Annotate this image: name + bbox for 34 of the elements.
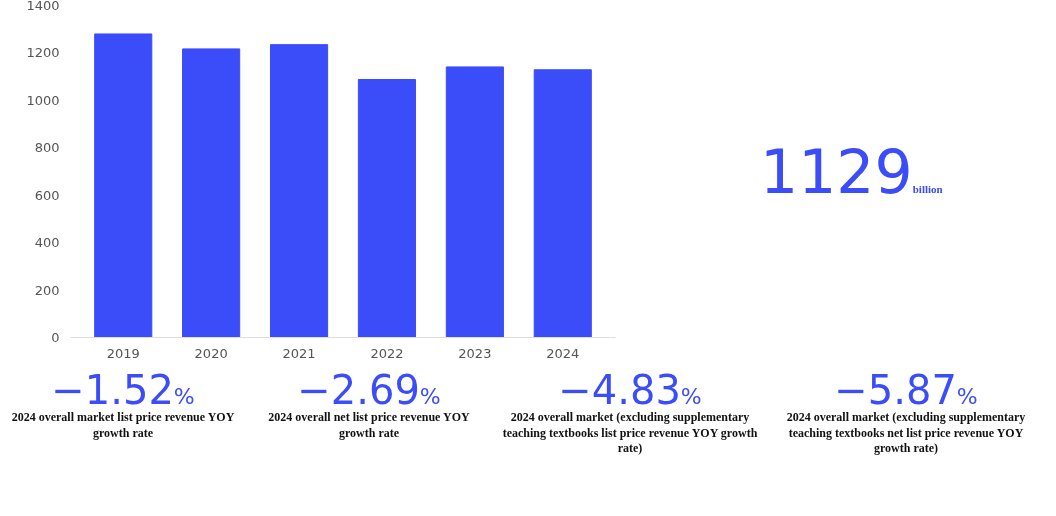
text: −2.69 xyxy=(297,367,420,413)
text: −4.83 xyxy=(558,367,681,413)
text: 2024 overall net list price revenue YOY growth rate xyxy=(267,410,471,442)
x-tick-label: 2020 xyxy=(194,345,228,361)
text: −5.87 xyxy=(834,367,957,413)
x-tick-label: 2019 xyxy=(106,345,140,361)
bar xyxy=(269,44,329,338)
bar xyxy=(182,48,241,338)
bar xyxy=(533,69,592,338)
bar xyxy=(357,78,417,338)
y-tick-label: 800 xyxy=(34,140,60,156)
x-tick-label: 2023 xyxy=(458,345,492,361)
bar xyxy=(445,66,504,338)
y-tick-label: 1400 xyxy=(26,0,60,13)
text: % xyxy=(680,384,702,409)
text: 2024 overall market (excluding supplementary teaching textbooks net list price revenue YOY growth rate) xyxy=(785,410,1027,457)
y-tick-label: 1200 xyxy=(26,45,60,61)
x-tick-label: 2021 xyxy=(282,345,316,361)
text: 2024 overall market list price revenue YOY growth rate xyxy=(10,410,236,442)
x-tick-label: 2022 xyxy=(370,345,404,361)
y-tick-label: 400 xyxy=(34,235,60,251)
text: 2024 overall market (excluding supplementary teaching textbooks list price revenue YOY growth rate) xyxy=(501,410,759,457)
y-tick-label: 200 xyxy=(34,282,60,298)
text: % xyxy=(956,384,978,409)
y-tick-label: 1000 xyxy=(26,92,60,108)
y-tick-label: 600 xyxy=(34,187,60,203)
y-tick-label: 0 xyxy=(51,330,60,345)
text: −1.52 xyxy=(51,367,174,413)
x-tick-label: 2024 xyxy=(546,345,580,361)
text: billion xyxy=(912,183,943,195)
text: % xyxy=(173,384,195,409)
text: 1129 xyxy=(760,137,913,207)
bar xyxy=(94,33,153,338)
text: % xyxy=(419,384,441,409)
